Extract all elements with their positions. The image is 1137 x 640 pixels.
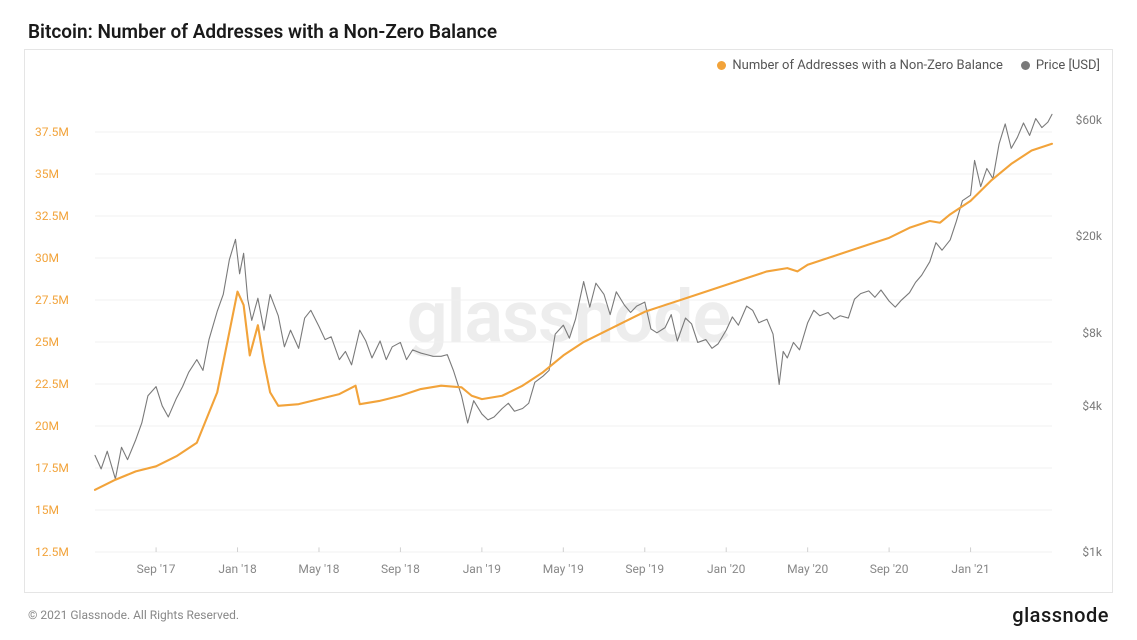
series-addresses-line [95,144,1052,490]
x-tick-label: Sep '20 [870,562,909,576]
y-left-axis-labels: 12.5M15M17.5M20M22.5M25M27.5M30M32.5M35M… [35,90,90,552]
legend-item-price: Price [USD] [1021,58,1100,73]
plot-area [95,90,1052,552]
y-left-tick-label: 22.5M [35,377,90,391]
x-axis-labels: Sep '17 Jan '18 May '18 Sep '18 Jan '19 May '… [95,562,1052,582]
legend: Number of Addresses with a Non-Zero Bala… [717,58,1100,73]
legend-label-addresses: Number of Addresses with a Non-Zero Bala… [732,58,1002,73]
page-root: Bitcoin: Number of Addresses with a Non-… [0,0,1137,640]
y-left-tick-label: 25M [35,335,90,349]
legend-item-addresses: Number of Addresses with a Non-Zero Bala… [717,58,1002,73]
x-tick-label: Sep '19 [625,562,664,576]
chart-frame: Number of Addresses with a Non-Zero Bala… [24,49,1113,593]
y-right-tick-label: $60k [1057,113,1102,127]
x-tick-label: May '19 [543,562,584,576]
y-right-tick-label: $20k [1057,229,1102,243]
series-price-line [95,114,1052,479]
y-left-tick-label: 20M [35,419,90,433]
plot-svg [95,90,1052,552]
y-left-tick-label: 37.5M [35,125,90,139]
y-left-tick-label: 27.5M [35,293,90,307]
gridlines [95,132,1052,552]
x-tick-label: Sep '17 [137,562,176,576]
x-tick-label: Jan '21 [951,562,989,576]
y-right-tick-label: $1k [1057,545,1102,559]
x-tick-label: Sep '18 [381,562,420,576]
x-tick-label: May '20 [787,562,828,576]
x-tick-label: Jan '19 [463,562,501,576]
y-left-tick-label: 35M [35,167,90,181]
y-left-tick-label: 17.5M [35,461,90,475]
y-right-axis-labels: $1k$4k$8k$20k$60k [1057,90,1102,552]
x-tick-label: Jan '18 [218,562,256,576]
footer: © 2021 Glassnode. All Rights Reserved. g… [24,603,1113,627]
x-tick-label: May '18 [298,562,339,576]
brand-logo: glassnode [1012,603,1109,627]
x-tick-label: Jan '20 [707,562,745,576]
copyright-text: © 2021 Glassnode. All Rights Reserved. [28,608,239,622]
y-left-tick-label: 30M [35,251,90,265]
legend-dot-price [1021,61,1030,70]
y-left-tick-label: 15M [35,503,90,517]
y-left-tick-label: 12.5M [35,545,90,559]
chart-title: Bitcoin: Number of Addresses with a Non-… [28,20,1113,43]
legend-dot-addresses [717,61,726,70]
y-right-tick-label: $4k [1057,399,1102,413]
y-right-tick-label: $8k [1057,326,1102,340]
y-left-tick-label: 32.5M [35,209,90,223]
legend-label-price: Price [USD] [1036,58,1100,73]
